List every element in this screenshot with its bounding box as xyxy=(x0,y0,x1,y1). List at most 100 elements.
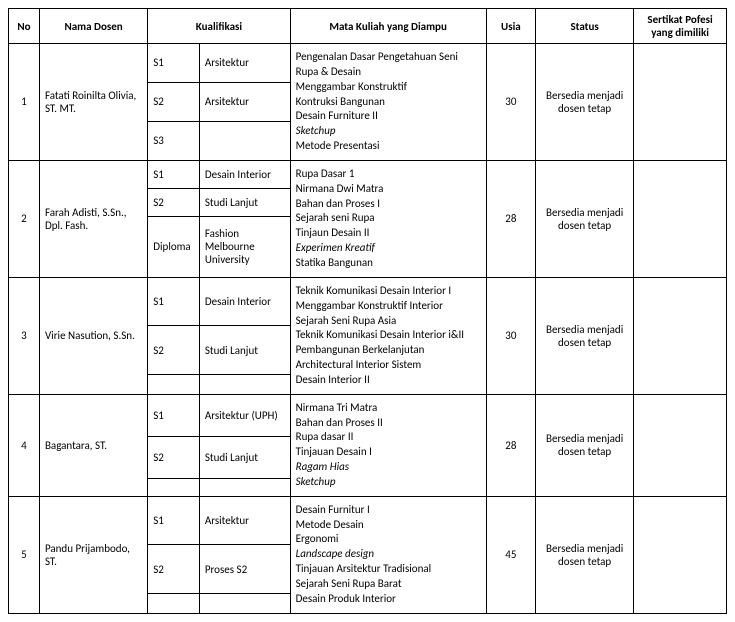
cell-usia: 30 xyxy=(486,44,536,161)
cell-kual-level: S1 xyxy=(148,394,200,436)
cell-no: 3 xyxy=(9,277,40,394)
cell-kual-level: Diploma xyxy=(148,216,200,277)
cell-kual-field xyxy=(199,479,290,496)
course-text: Rupa dasar II xyxy=(296,430,354,443)
cell-sert xyxy=(634,394,727,496)
cell-status: Bersedia menjadi dosen tetap xyxy=(536,496,634,613)
cell-courses: Desain Furnitur I Metode DesainErgonomi La… xyxy=(290,496,486,613)
cell-kual-field: Arsitektur xyxy=(199,82,290,121)
course-text: Bahan dan Proses II xyxy=(296,416,383,429)
table-row: 1Fatati Roinilta Olivia, ST. MT.S1Arsite… xyxy=(9,44,727,83)
cell-status: Bersedia menjadi dosen tetap xyxy=(536,277,634,394)
course-text: Nirmana Dwi Matra xyxy=(296,182,384,195)
course-text: Pembangunan Berkelanjutan xyxy=(296,343,425,356)
cell-nama: Pandu Prijambodo, ST. xyxy=(39,496,147,613)
h-nama: Nama Dosen xyxy=(39,9,147,44)
table-row: 2Farah Adisti, S.Sn., Dpl. Fash.S1Desain… xyxy=(9,160,727,188)
cell-sert xyxy=(634,496,727,613)
cell-no: 2 xyxy=(9,160,40,277)
course-text: Sejarah Seni Rupa Asia xyxy=(296,314,397,327)
course-text: Sketchup xyxy=(296,475,336,488)
course-text: Tinjauan Desain I xyxy=(296,445,372,458)
cell-kual-level: S2 xyxy=(148,437,200,479)
cell-courses: Rupa Dasar 1 Nirmana Dwi Matra Bahan dan P… xyxy=(290,160,486,277)
cell-kual-level xyxy=(148,479,200,496)
course-text: Menggambar Konstruktif Interior xyxy=(296,299,443,312)
cell-no: 1 xyxy=(9,44,40,161)
cell-sert xyxy=(634,160,727,277)
course-text: Pengenalan Dasar Pengetahuan Seni Rupa &… xyxy=(296,50,458,78)
cell-kual-field: Fashion Melbourne University xyxy=(199,216,290,277)
table-row: 3Virie Nasution, S.Sn.S1Desain InteriorT… xyxy=(9,277,727,326)
header-row: No Nama Dosen Kualifikasi Mata Kuliah ya… xyxy=(9,9,727,44)
course-text: Metode Presentasi xyxy=(296,139,380,152)
cell-kual-level xyxy=(148,374,200,394)
course-text: Metode Desain xyxy=(296,518,364,531)
cell-usia: 28 xyxy=(486,394,536,496)
cell-usia: 28 xyxy=(486,160,536,277)
dosen-table: No Nama Dosen Kualifikasi Mata Kuliah ya… xyxy=(8,8,727,614)
cell-kual-field xyxy=(199,374,290,394)
cell-kual-field: Proses S2 xyxy=(199,545,290,594)
cell-kual-field: Arsitektur (UPH) xyxy=(199,394,290,436)
cell-kual-level: S2 xyxy=(148,82,200,121)
course-text: Sketchup xyxy=(296,124,336,137)
course-text: Sejarah seni Rupa xyxy=(296,211,375,224)
course-text: Teknik Komunikasi Desain Interior i&II xyxy=(296,328,464,341)
cell-kual-level: S1 xyxy=(148,277,200,326)
course-text: Desain Furniture II xyxy=(296,109,378,122)
course-text: Bahan dan Proses I xyxy=(296,197,380,210)
cell-no: 5 xyxy=(9,496,40,613)
cell-kual-level: S1 xyxy=(148,496,200,545)
cell-courses: Pengenalan Dasar Pengetahuan Seni Rupa &… xyxy=(290,44,486,161)
table-row: 4Bagantara, ST.S1Arsitektur (UPH)Nirmana… xyxy=(9,394,727,436)
cell-kual-field: Studi Lanjut xyxy=(199,437,290,479)
cell-usia: 45 xyxy=(486,496,536,613)
cell-kual-field: Arsitektur xyxy=(199,496,290,545)
course-text: Rupa Dasar 1 xyxy=(296,167,355,180)
h-kualifikasi: Kualifikasi xyxy=(148,9,290,44)
cell-kual-level xyxy=(148,593,200,613)
cell-sert xyxy=(634,44,727,161)
h-status: Status xyxy=(536,9,634,44)
course-text: Architectural Interior Sistem xyxy=(296,358,422,371)
course-text: Desain Furnitur I xyxy=(296,503,370,516)
course-text: Landscape design xyxy=(296,547,374,560)
cell-nama: Virie Nasution, S.Sn. xyxy=(39,277,147,394)
cell-usia: 30 xyxy=(486,277,536,394)
h-sertifikat: Sertikat Pofesi yang dimiliki xyxy=(634,9,727,44)
course-text: Ergonomi xyxy=(296,532,339,545)
cell-sert xyxy=(634,277,727,394)
cell-kual-level: S1 xyxy=(148,160,200,188)
h-matakuliah: Mata Kuliah yang Diampu xyxy=(290,9,486,44)
course-text: Experimen Kreatif xyxy=(296,241,375,254)
cell-courses: Nirmana Tri Matra Bahan dan Proses IIRupa… xyxy=(290,394,486,496)
course-text: Sejarah Seni Rupa Barat xyxy=(296,577,402,590)
cell-kual-level: S2 xyxy=(148,326,200,375)
course-text: Statika Bangunan xyxy=(296,256,373,269)
course-text: Nirmana Tri Matra xyxy=(296,401,378,414)
cell-no: 4 xyxy=(9,394,40,496)
cell-status: Bersedia menjadi dosen tetap xyxy=(536,394,634,496)
cell-kual-field: Studi Lanjut xyxy=(199,188,290,216)
cell-courses: Teknik Komunikasi Desain Interior I Mengg… xyxy=(290,277,486,394)
cell-kual-field: Arsitektur xyxy=(199,44,290,83)
course-text: Desain Produk Interior xyxy=(296,592,396,605)
cell-kual-field: Desain Interior xyxy=(199,160,290,188)
cell-nama: Fatati Roinilta Olivia, ST. MT. xyxy=(39,44,147,161)
cell-status: Bersedia menjadi dosen tetap xyxy=(536,44,634,161)
cell-nama: Bagantara, ST. xyxy=(39,394,147,496)
course-text: Desain Interior II xyxy=(296,373,370,386)
cell-kual-level: S2 xyxy=(148,545,200,594)
course-text: Tinjaun Desain II xyxy=(296,226,370,239)
h-usia: Usia xyxy=(486,9,536,44)
course-text: Teknik Komunikasi Desain Interior I xyxy=(296,284,452,297)
cell-kual-level: S2 xyxy=(148,188,200,216)
cell-kual-field: Desain Interior xyxy=(199,277,290,326)
table-row: 5Pandu Prijambodo, ST.S1ArsitekturDesain… xyxy=(9,496,727,545)
course-text: Ragam Hias xyxy=(296,460,349,473)
cell-nama: Farah Adisti, S.Sn., Dpl. Fash. xyxy=(39,160,147,277)
course-text: Kontruksi Bangunan xyxy=(296,95,385,108)
cell-kual-level: S3 xyxy=(148,121,200,160)
course-text: Tinjauan Arsitektur Tradisional xyxy=(296,562,432,575)
